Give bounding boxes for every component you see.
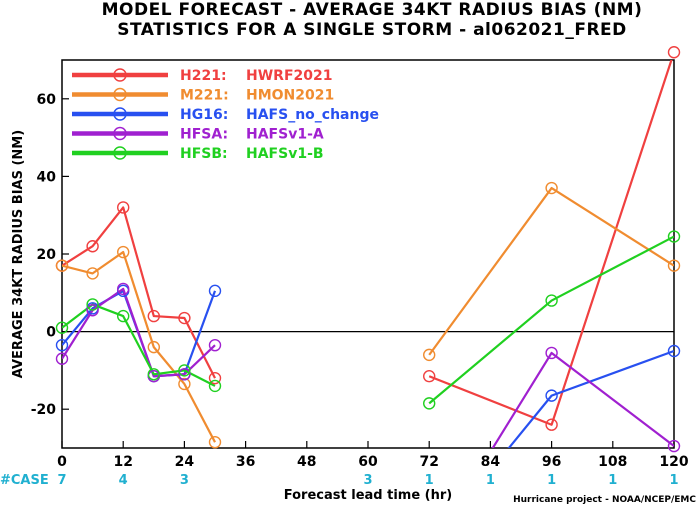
legend-marker-h221 (113, 68, 127, 82)
x-tick-label: 48 (297, 454, 316, 470)
legend: H221: HWRF2021 M221: HMON2021 HG16: HAFS_no_c… (72, 68, 379, 162)
x-tick-label: 12 (113, 454, 132, 470)
case-count: 1 (547, 473, 556, 488)
y-axis: -20 0 20 40 60 (31, 92, 69, 418)
data-point-hfsa (116, 282, 130, 296)
series-line-hg16 (507, 349, 674, 448)
y-tick-label: 0 (46, 325, 56, 341)
data-point-m221 (208, 435, 222, 449)
data-point-hg16 (545, 389, 558, 402)
data-point-hfsb (55, 321, 69, 334)
legend-desc-hfsb: HAFSv1-B (246, 146, 324, 162)
chart-subtitle: STATISTICS FOR A SINGLE STORM - al062021… (117, 20, 627, 40)
case-count: 7 (57, 473, 66, 488)
data-point-h221 (147, 309, 161, 323)
legend-desc-m221: HMON2021 (246, 88, 334, 104)
data-point-hg16 (667, 344, 681, 358)
case-count: 3 (363, 473, 372, 488)
data-point-m221 (116, 245, 130, 259)
data-point-h221 (208, 371, 222, 385)
data-point-hfsa (178, 368, 191, 381)
data-point-h221 (116, 201, 130, 214)
legend-desc-hg16: HAFS_no_change (246, 107, 379, 123)
x-tick-label: 72 (419, 454, 438, 470)
data-point-hfsb (667, 230, 681, 243)
x-axis-label: Forecast lead time (hr) (284, 488, 452, 503)
x-axis: 0 12 24 36 48 60 72 84 96 108 120 (57, 441, 689, 470)
legend-marker-hfsb (113, 146, 127, 160)
y-tick-label: -20 (31, 402, 57, 418)
case-count: 1 (608, 473, 617, 488)
data-point-h221 (667, 46, 681, 59)
data-point-h221 (423, 370, 436, 383)
credit-text: Hurricane project - NOAA/NCEP/EMC (513, 495, 696, 505)
data-point-m221 (178, 377, 191, 391)
x-tick-label: 96 (542, 454, 561, 470)
x-tick-label: 108 (598, 454, 627, 470)
legend-code-h221: H221: (180, 68, 227, 84)
data-point-hfsa (208, 338, 222, 352)
legend-marker-hg16 (113, 107, 127, 121)
data-point-m221 (423, 348, 436, 362)
data-point-hfsb (86, 298, 99, 311)
data-point-hg16 (208, 284, 222, 298)
data-point-hg16 (55, 338, 69, 352)
data-point-m221 (545, 181, 558, 195)
series-line-m221 (428, 186, 674, 356)
data-point-hfsa (55, 352, 69, 365)
data-point-m221 (667, 259, 681, 272)
data-point-hfsb (147, 368, 161, 381)
x-tick-label: 24 (175, 454, 195, 470)
data-point-hfsb (545, 294, 558, 307)
data-point-h221 (178, 311, 191, 325)
case-count: 4 (119, 473, 128, 488)
data-point-hfsb (116, 309, 130, 323)
x-tick-label: 0 (57, 454, 67, 470)
data-point-hfsa (86, 304, 99, 317)
legend-desc-hfsa: HAFSv1-A (246, 127, 324, 143)
data-point-m221 (147, 340, 161, 354)
chart-title: MODEL FORECAST - AVERAGE 34KT RADIUS BIA… (102, 0, 643, 20)
x-tick-label: 60 (358, 454, 378, 470)
y-tick-label: 60 (37, 92, 57, 108)
marker-layer (55, 46, 681, 453)
legend-marker-m221 (113, 87, 127, 102)
legend-desc-h221: HWRF2021 (246, 68, 332, 84)
case-count: 1 (425, 473, 434, 488)
series-line-hfsb (428, 235, 674, 405)
case-counts: 7 4 3 3 1 1 1 1 1 (57, 473, 678, 488)
series-line-h221 (428, 60, 673, 426)
legend-code-hfsa: HFSA: (180, 127, 228, 143)
data-point-h221 (545, 418, 558, 431)
legend-code-hg16: HG16: (180, 107, 228, 123)
data-point-hfsb (178, 364, 191, 377)
data-point-hfsb (423, 397, 436, 410)
data-point-hfsa (545, 346, 558, 360)
x-tick-label: 84 (481, 454, 501, 470)
x-tick-label: 36 (236, 454, 255, 470)
legend-code-hfsb: HFSB: (180, 146, 228, 162)
case-count: 1 (486, 473, 495, 488)
data-point-hfsb (208, 379, 222, 393)
legend-code-m221: M221: (180, 88, 229, 104)
y-tick-label: 20 (37, 247, 57, 263)
data-point-hfsa (667, 439, 681, 453)
data-point-m221 (55, 259, 69, 272)
y-tick-label: 40 (37, 169, 57, 185)
case-count-label: #CASE (0, 473, 49, 488)
legend-marker-hfsa (113, 126, 127, 141)
case-count: 3 (180, 473, 189, 488)
series-line-hfsa (491, 351, 674, 448)
data-point-m221 (86, 267, 99, 280)
data-point-h221 (86, 240, 99, 253)
case-count: 1 (669, 473, 678, 488)
y-axis-label: AVERAGE 34KT RADIUS BIAS (NM) (11, 130, 26, 378)
x-tick-label: 120 (659, 454, 688, 470)
